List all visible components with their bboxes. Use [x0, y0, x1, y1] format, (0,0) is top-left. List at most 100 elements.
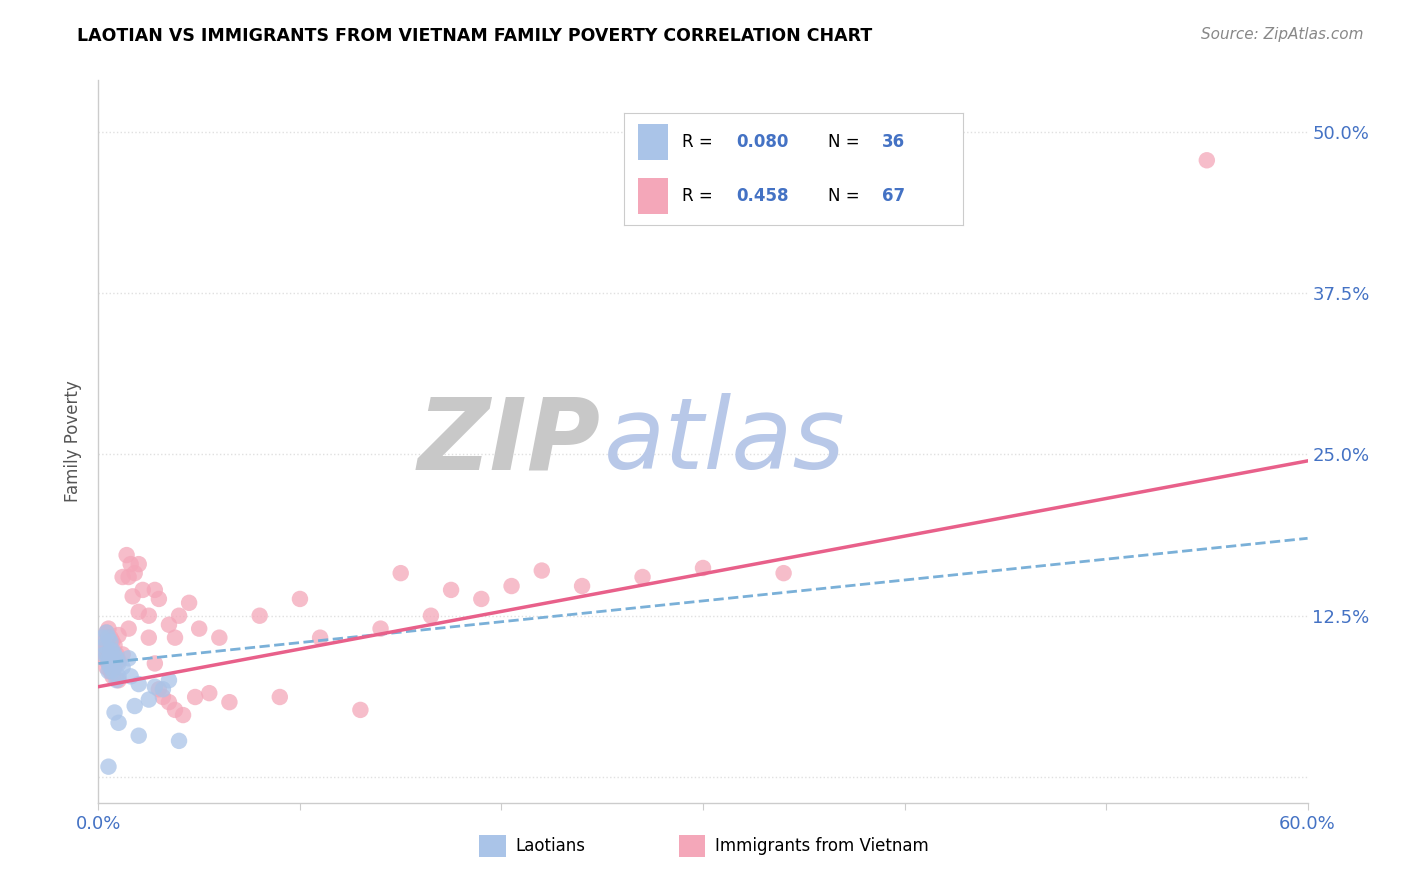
Point [692, 561, 714, 575]
Point [103, 660, 125, 674]
Point [349, 703, 371, 717]
Point [101, 648, 124, 662]
Text: ZIP: ZIP [418, 393, 600, 490]
Point [124, 566, 146, 581]
Point [772, 566, 794, 581]
Point [157, 673, 180, 688]
Point [97, 648, 120, 662]
Point [103, 639, 125, 653]
Point [100, 664, 122, 678]
Point [118, 622, 141, 636]
Point [157, 695, 180, 709]
Point [105, 651, 128, 665]
Point [208, 631, 231, 645]
Point [132, 582, 155, 597]
Point [121, 590, 143, 604]
Point [184, 690, 207, 704]
Point [107, 657, 129, 671]
Point [111, 648, 134, 662]
Point [103, 648, 125, 662]
Point [111, 570, 134, 584]
Point [100, 651, 122, 665]
Point [269, 690, 291, 704]
Point [120, 557, 142, 571]
Point [148, 682, 170, 697]
Point [101, 654, 124, 668]
Point [167, 608, 190, 623]
Point [530, 564, 553, 578]
Point [97, 657, 120, 671]
Point [571, 579, 593, 593]
Point [97, 631, 120, 645]
Point [143, 657, 166, 671]
Y-axis label: Family Poverty: Family Poverty [65, 381, 83, 502]
Point [440, 582, 463, 597]
Point [100, 660, 122, 674]
Point [118, 651, 141, 665]
Point [101, 669, 124, 683]
Point [249, 608, 271, 623]
Point [631, 570, 654, 584]
Point [148, 591, 170, 606]
Point [97, 651, 120, 665]
Text: atlas: atlas [603, 393, 845, 490]
Point [152, 682, 174, 697]
Point [91, 631, 114, 645]
Text: Laotians: Laotians [516, 838, 585, 855]
Point [128, 677, 150, 691]
Point [152, 690, 174, 704]
Point [111, 660, 134, 674]
Point [107, 673, 129, 688]
Point [103, 657, 125, 671]
Point [172, 708, 194, 723]
Point [389, 566, 412, 581]
Text: Immigrants from Vietnam: Immigrants from Vietnam [716, 838, 929, 855]
Point [167, 734, 190, 748]
Point [103, 706, 125, 720]
Point [96, 625, 118, 640]
Point [143, 680, 166, 694]
Point [100, 651, 122, 665]
Point [97, 664, 120, 678]
Point [100, 643, 122, 657]
Point [179, 596, 201, 610]
Point [138, 631, 160, 645]
Point [138, 692, 160, 706]
Point [218, 695, 240, 709]
Point [163, 631, 186, 645]
Point [96, 648, 118, 662]
Point [107, 628, 129, 642]
Point [198, 686, 221, 700]
Point [138, 608, 160, 623]
Point [93, 634, 115, 648]
Point [93, 651, 115, 665]
Point [188, 622, 211, 636]
Point [100, 634, 122, 648]
Point [97, 657, 120, 671]
Point [128, 729, 150, 743]
Point [163, 703, 186, 717]
Point [93, 639, 115, 653]
Point [124, 699, 146, 714]
Point [420, 608, 443, 623]
Point [105, 648, 128, 662]
Point [370, 622, 392, 636]
Point [91, 643, 114, 657]
Point [97, 622, 120, 636]
Point [100, 631, 122, 645]
Point [101, 643, 124, 657]
Bar [679, 835, 706, 857]
Point [101, 634, 124, 648]
Point [288, 591, 311, 606]
Point [101, 664, 124, 678]
Point [96, 625, 118, 640]
Bar [479, 835, 506, 857]
Point [96, 660, 118, 674]
Point [118, 570, 141, 584]
Point [105, 673, 128, 688]
Point [128, 557, 150, 571]
Point [1195, 153, 1218, 168]
Point [97, 760, 120, 774]
Point [501, 579, 523, 593]
Point [309, 631, 332, 645]
